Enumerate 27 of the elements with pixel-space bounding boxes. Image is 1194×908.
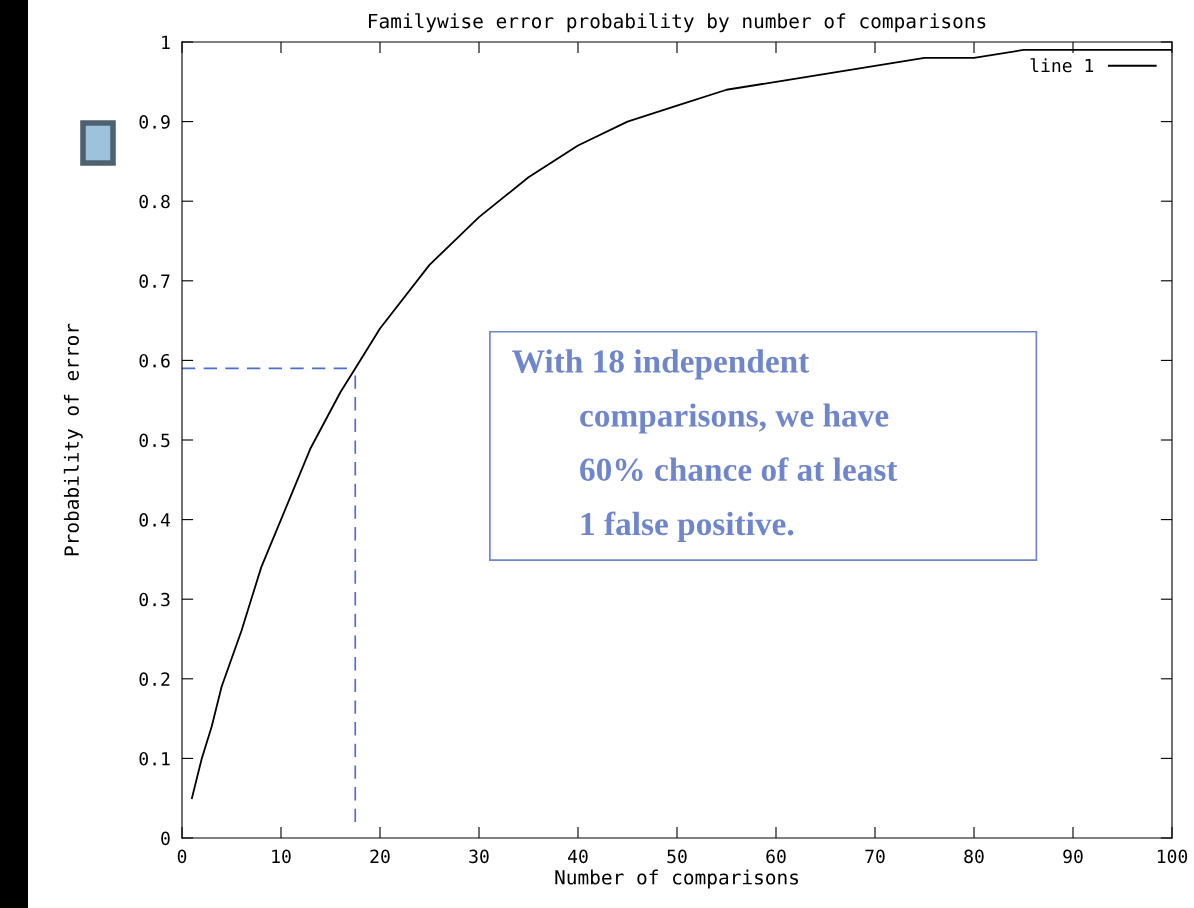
y-tick-label: 1 [162,35,170,49]
y-tick-label: 0 [161,831,170,846]
y-tick-label: 0.2 [139,672,170,686]
y-tick-label: 0.9 [139,115,170,129]
x-tick-label: 100 [1157,849,1188,864]
x-tick-label: 20 [370,849,390,864]
x-tick-label: 0 [177,849,187,864]
x-tick-label: 90 [1063,849,1083,864]
x-tick-label: 30 [469,849,489,864]
legend-label: line 1 [1030,58,1094,73]
y-tick-label: 0.5 [139,433,170,448]
x-tick-label: 40 [568,849,588,864]
x-tick-label: 60 [766,849,786,864]
annotation: With 18 independent comparisons, we have 60% chance of at least 1 false positive. [512,349,898,543]
x-tick-label: 10 [272,849,291,864]
y-axis-title: Probability of error [63,323,83,556]
y-tick-label: 0.6 [139,353,170,368]
x-tick-label: 70 [865,849,885,864]
x-tick-label: 50 [667,849,687,864]
x-tick-label: 80 [964,849,984,864]
y-tick-label: 0.8 [139,194,170,209]
y-tick-label: 0.7 [139,274,170,288]
y-tick-label: 0.1 [139,751,170,766]
y-tick-label: 0.4 [139,513,171,527]
chart-title: Familywise error probability by number of comparisons [369,13,986,33]
x-axis-title: Number of comparisons [555,869,798,889]
y-tick-label: 0.3 [139,592,170,607]
